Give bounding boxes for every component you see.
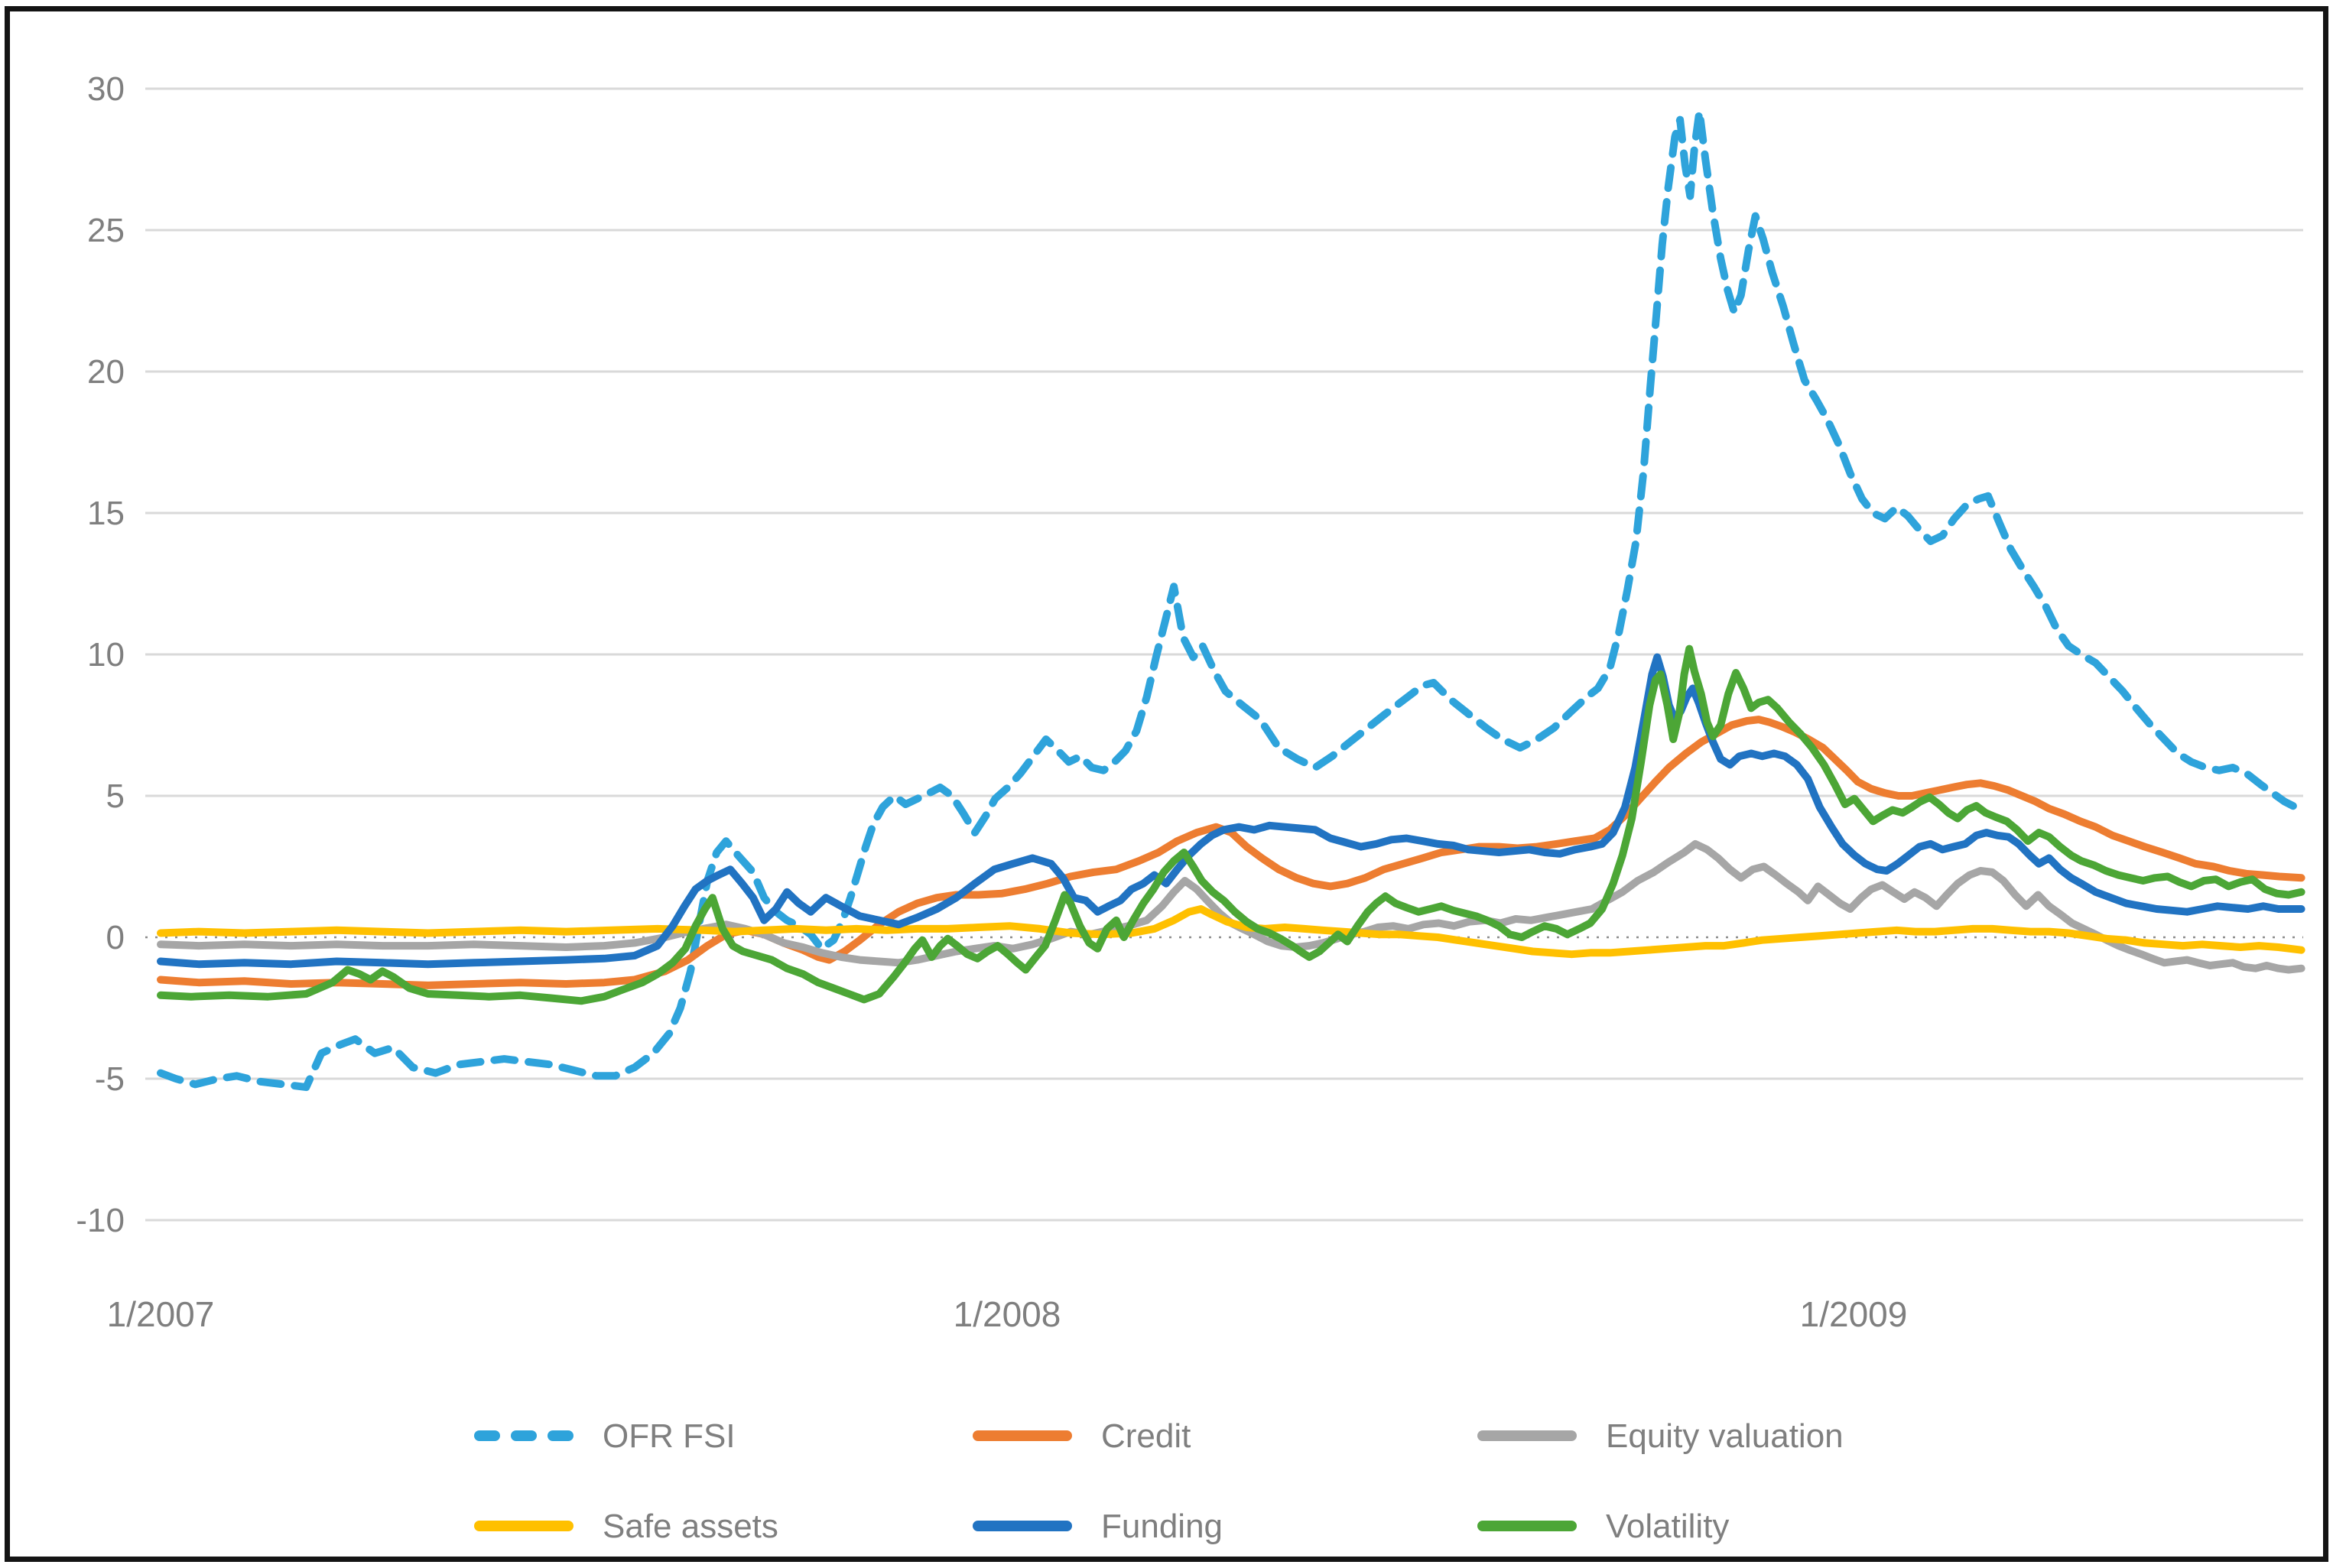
legend-item-safe-assets: Safe assets xyxy=(474,1508,778,1545)
y-axis-label-10: 10 xyxy=(87,636,125,674)
y-axis-label-0: 0 xyxy=(106,919,125,956)
x-axis-label-1-2007: 1/2007 xyxy=(107,1294,215,1334)
legend-item-credit: Credit xyxy=(973,1417,1191,1455)
legend-line-swatch xyxy=(973,1521,1072,1531)
x-axis-label-1-2009: 1/2009 xyxy=(1800,1294,1908,1334)
legend-dash-swatch xyxy=(548,1430,574,1441)
legend-label: Volatility xyxy=(1606,1508,1729,1545)
legend-label: Safe assets xyxy=(603,1508,778,1545)
series-line-safe-assets xyxy=(157,905,2305,959)
series-line-funding xyxy=(157,653,2305,969)
y-axis-label--10: -10 xyxy=(76,1202,125,1239)
legend-line-swatch xyxy=(474,1521,574,1531)
legend-item-equity-valuation: Equity valuation xyxy=(1477,1417,1844,1455)
legend-label: Funding xyxy=(1101,1508,1223,1545)
y-axis-label-20: 20 xyxy=(87,353,125,391)
y-axis-label-5: 5 xyxy=(106,778,125,815)
y-axis-label-30: 30 xyxy=(87,70,125,108)
legend-item-ofr-fsi: OFR FSI xyxy=(474,1417,736,1455)
legend-label: OFR FSI xyxy=(603,1417,736,1455)
x-axis-label-1-2008: 1/2008 xyxy=(954,1294,1061,1334)
chart-outer-border xyxy=(5,6,2328,1562)
series-line-volatility xyxy=(157,644,2305,1005)
legend-item-funding: Funding xyxy=(973,1508,1223,1545)
legend-line-swatch xyxy=(973,1430,1072,1441)
y-axis-label--5: -5 xyxy=(95,1060,125,1098)
legend-dash-swatch xyxy=(511,1430,537,1441)
y-axis-label-25: 25 xyxy=(87,212,125,249)
legend-line-swatch xyxy=(1477,1521,1577,1531)
legend-label: Credit xyxy=(1101,1417,1191,1455)
legend-dash-swatch xyxy=(474,1430,500,1441)
series-line-equity-valuation xyxy=(157,839,2305,974)
legend-line-swatch xyxy=(1477,1430,1577,1441)
y-axis-label-15: 15 xyxy=(87,495,125,532)
legend-label: Equity valuation xyxy=(1606,1417,1844,1455)
legend-item-volatility: Volatility xyxy=(1477,1508,1729,1545)
